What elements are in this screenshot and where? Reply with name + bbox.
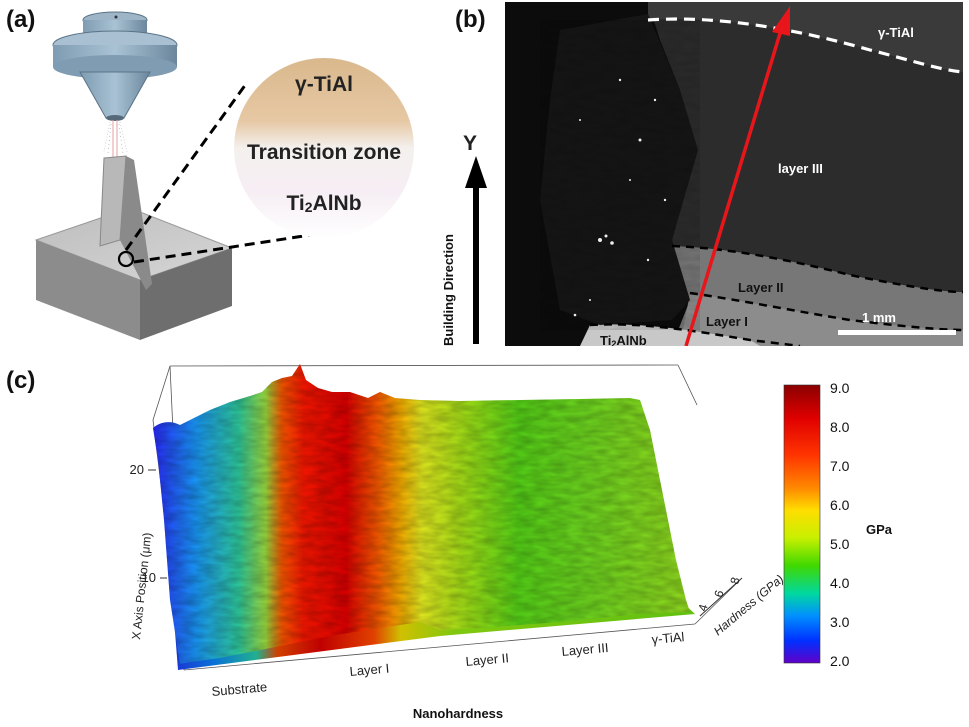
boundary-substrate	[589, 323, 801, 346]
x-axis: Substrate Layer I Layer II Layer III γ-T…	[211, 629, 685, 699]
cbar-tick-2: 2.0	[830, 653, 850, 669]
panel-c: (c) 20 10 X Axis Position (μm) 4	[6, 364, 893, 721]
zoom-line-lower	[133, 226, 357, 264]
z-tick-4: 4	[695, 602, 710, 612]
colorbar: 9.0 8.0 7.0 6.0 5.0 4.0 3.0 2.0 GPa	[783, 380, 893, 669]
x-cat-substrate: Substrate	[211, 679, 268, 699]
cbar-tick-4: 4.0	[830, 575, 850, 591]
cbar-tick-8: 8.0	[830, 419, 850, 435]
sem-image: γ-TiAl layer III Layer II Layer I Ti2AlN…	[505, 2, 963, 349]
layer3-label: layer III	[778, 161, 823, 176]
direction-label: Building Direction	[441, 234, 456, 346]
boundary-layer2	[671, 244, 963, 294]
z-tick-8: 8	[727, 575, 742, 585]
panel-c-letter: (c)	[6, 367, 35, 394]
scale-bar	[838, 330, 956, 335]
panel-b: (b) Y Building Direction	[441, 2, 963, 349]
y-axis-label: X Axis Position (μm)	[129, 532, 154, 640]
y-tick-20: 20	[130, 462, 144, 477]
x-cat-layer3: Layer III	[561, 640, 609, 659]
surface-texture	[153, 364, 690, 664]
x-cat-layer2: Layer II	[465, 650, 510, 669]
scale-bar-label: 1 mm	[862, 310, 896, 325]
layer2-label: Layer II	[738, 280, 784, 295]
layer1-label: Layer I	[706, 314, 748, 329]
substrate-label: Ti2AlNb	[600, 333, 647, 349]
zoom-line-upper	[124, 83, 248, 251]
boundary-layer1	[689, 291, 963, 332]
cbar-tick-7: 7.0	[830, 458, 850, 474]
cbar-tick-9: 9.0	[830, 380, 850, 396]
x-cat-gamma: γ-TiAl	[651, 629, 685, 647]
zone-top-label: γ-TiAl	[295, 73, 353, 96]
cbar-tick-6: 6.0	[830, 497, 850, 513]
cbar-unit: GPa	[866, 522, 893, 537]
measure-arrow-head	[772, 6, 790, 36]
cbar-tick-5: 5.0	[830, 536, 850, 552]
zone-mid-label: Transition zone	[247, 141, 401, 164]
panel-a: (a)	[6, 6, 414, 340]
measure-arrow	[684, 29, 783, 346]
x-cat-layer1: Layer I	[349, 661, 390, 679]
panel-a-letter: (a)	[6, 6, 35, 33]
zone-bottom-label: Ti2AlNb	[286, 192, 361, 215]
chart-title: Nanohardness	[413, 706, 503, 721]
region-gamma-label: γ-TiAl	[878, 25, 914, 40]
z-axis-label: Hardness (GPa)	[711, 572, 786, 638]
deposited-wall	[99, 155, 152, 290]
zoom-circle: γ-TiAl Transition zone Ti2AlNb	[234, 58, 414, 238]
y-tick-10: 10	[142, 570, 156, 585]
direction-axis-label: Y	[463, 132, 477, 155]
direction-arrow-shaft	[473, 186, 479, 344]
z-axis: 4 6 8 Hardness (GPa)	[695, 572, 786, 638]
laser-beam	[103, 120, 128, 158]
panel-b-letter: (b)	[455, 6, 486, 33]
boundary-gamma	[647, 17, 963, 74]
cbar-tick-3: 3.0	[830, 614, 850, 630]
zoom-circle-marker	[117, 250, 135, 268]
laser-nozzle	[52, 11, 178, 121]
z-tick-6: 6	[711, 588, 726, 598]
direction-arrow-head	[465, 156, 487, 188]
